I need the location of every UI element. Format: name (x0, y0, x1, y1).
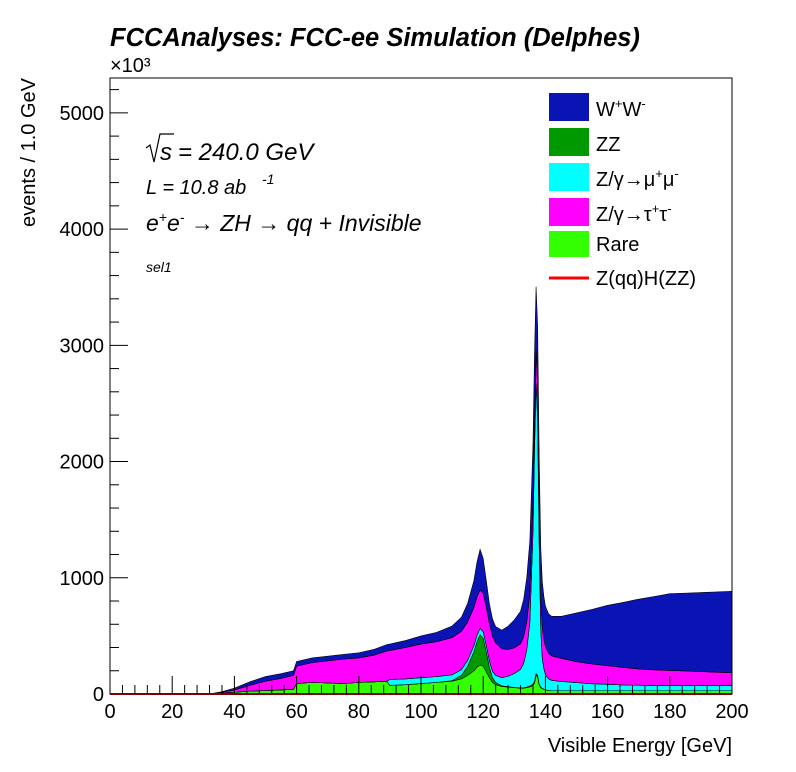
legend-swatch-zmumu (549, 163, 589, 191)
lumi-text: L = 10.8 ab (146, 177, 246, 199)
x-axis: 0 20 40 60 80 100 120 140 160 180 200 (104, 676, 749, 723)
y-tick-label: 0 (93, 684, 104, 706)
x-tick-label: 60 (285, 701, 307, 723)
process-annotation: e+e- → ZH → qq + Invisible (146, 209, 422, 236)
y-axis-title: events / 1.0 GeV (18, 77, 40, 227)
legend-swatch-zz (549, 128, 589, 156)
x-tick-label: 40 (223, 701, 245, 723)
x-tick-label: 20 (161, 701, 183, 723)
sqrt-symbol-icon (145, 133, 174, 163)
legend-swatch-ztautau (549, 198, 589, 226)
y-tick-label: 5000 (60, 103, 105, 125)
y-axis-multiplier: ×10³ (110, 55, 151, 77)
x-tick-label: 120 (467, 701, 500, 723)
x-axis-title: Visible Energy [GeV] (548, 735, 732, 757)
x-tick-label: 180 (653, 701, 686, 723)
legend-label-signal: Z(qq)H(ZZ) (596, 268, 696, 290)
x-tick-label: 100 (404, 701, 437, 723)
legend: W+W- ZZ Z/γ→μ+μ- Z/γ→τ+τ- Rare Z(qq)H(ZZ… (549, 93, 696, 290)
process-text: e+e- → ZH → qq + Invisible (146, 209, 422, 236)
legend-swatch-ww (549, 93, 589, 121)
x-tick-label: 80 (348, 701, 370, 723)
stacked-areas (110, 286, 733, 695)
x-tick-label: 200 (715, 701, 748, 723)
x-tick-label: 160 (591, 701, 624, 723)
luminosity-annotation: L = 10.8 ab -1 (146, 171, 274, 199)
process-suffix: + Invisible (319, 210, 422, 236)
y-tick-label: 4000 (60, 219, 105, 241)
chart-title: FCCAnalyses: FCC-ee Simulation (Delphes) (110, 24, 640, 52)
selection-label: sel1 (146, 259, 172, 275)
legend-label-rare: Rare (596, 234, 639, 256)
y-tick-label: 2000 (60, 452, 105, 474)
legend-label-ww: W+W- (596, 96, 646, 121)
sqrt-s-annotation: s = 240.0 GeV (145, 133, 315, 166)
y-axis: 0 1000 2000 3000 4000 5000 (60, 89, 128, 706)
x-tick-label: 140 (529, 701, 562, 723)
y-tick-label: 3000 (60, 335, 105, 357)
legend-label-zmumu: Z/γ→μ+μ- (596, 166, 679, 191)
legend-label-ztautau: Z/γ→τ+τ- (596, 201, 672, 226)
x-tick-label: 0 (104, 701, 115, 723)
legend-label-zz: ZZ (596, 134, 620, 156)
area-ww (110, 286, 733, 695)
legend-swatch-rare (549, 231, 589, 257)
y-tick-label: 1000 (60, 568, 105, 590)
sqrt-s-symbol: s (160, 139, 172, 166)
lumi-exponent: -1 (262, 171, 274, 187)
sqrt-s-value: = 240.0 GeV (178, 139, 315, 166)
